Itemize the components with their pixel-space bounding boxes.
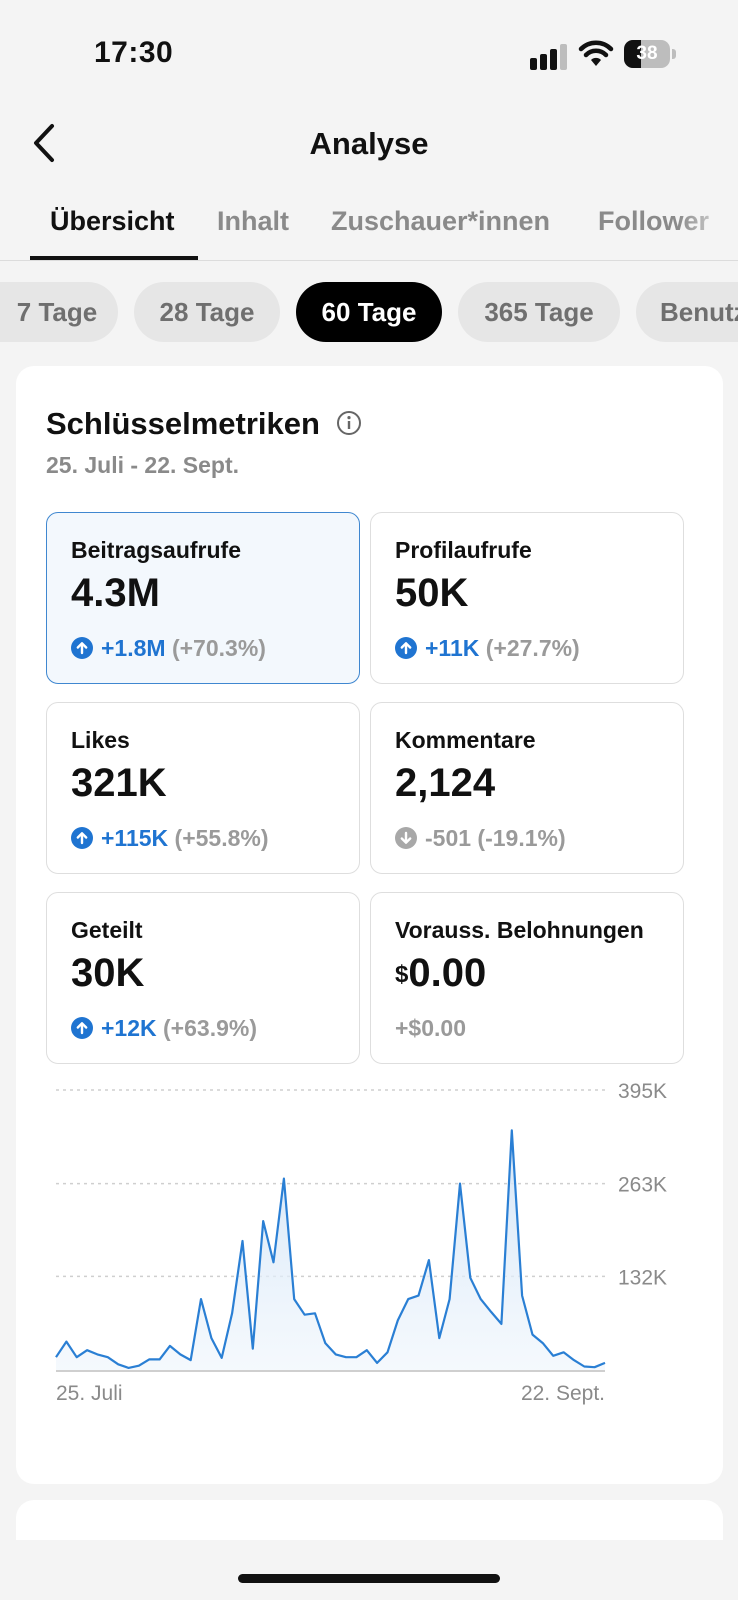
area-fill: [56, 1130, 605, 1370]
metric-value: 321K: [71, 761, 167, 805]
metric-delta: +11K: [425, 635, 480, 661]
arrow-up-circle-icon: [395, 637, 417, 659]
metric-label: Likes: [71, 727, 130, 753]
metric-card-kommentare[interactable]: Kommentare 2,124 -501 (-19.1%): [370, 702, 684, 874]
cellular-signal-icon: [530, 44, 567, 70]
metric-card-profilaufrufe[interactable]: Profilaufrufe 50K +11K (+27.7%): [370, 512, 684, 684]
series-line: [55, 1129, 606, 1369]
y-tick-label: 263K: [618, 1174, 667, 1197]
arrow-down-circle-icon: [395, 827, 417, 849]
metric-percent: (+27.7%): [485, 635, 580, 661]
metric-label: Beitragsaufrufe: [71, 537, 241, 563]
metric-value: 4.3M: [71, 571, 160, 615]
x-tick-label: 25. Juli: [56, 1382, 123, 1405]
chip-7-tage[interactable]: 7 Tage: [0, 282, 118, 342]
y-tick-label: 132K: [618, 1266, 667, 1289]
metric-value: 0.00: [408, 951, 487, 995]
tab-zuschauer[interactable]: Zuschauer*innen: [331, 206, 551, 236]
metric-percent: (+55.8%): [174, 825, 269, 851]
metric-label: Geteilt: [71, 917, 143, 943]
metric-card-belohnungen[interactable]: Vorauss. Belohnungen $0.00 +$0.00: [370, 892, 684, 1064]
metric-card-geteilt[interactable]: Geteilt 30K +12K (+63.9%): [46, 892, 360, 1064]
status-time: 17:30: [94, 36, 174, 69]
x-tick-label: 22. Sept.: [521, 1382, 605, 1405]
y-tick-label: 395K: [618, 1080, 667, 1103]
status-bar: 17:30 38: [0, 0, 738, 100]
wifi-icon: [578, 40, 614, 66]
metric-delta: +$0.00: [395, 1015, 466, 1041]
battery-percent: 38: [636, 43, 658, 64]
currency-symbol: $: [395, 961, 409, 988]
metric-delta: -501 (-19.1%): [425, 825, 566, 851]
battery-icon: 38: [624, 40, 676, 68]
metric-card-likes[interactable]: Likes 321K +115K (+55.8%): [46, 702, 360, 874]
chip-365-tage[interactable]: 365 Tage: [458, 282, 620, 342]
key-metrics-card: Schlüsselmetriken 25. Juli - 22. Sept. B…: [16, 366, 723, 1484]
date-range-chips: 7 Tage 28 Tage 60 Tage 365 Tage Benutzer…: [0, 280, 738, 344]
metric-label: Kommentare: [395, 727, 536, 753]
next-section-card: [16, 1500, 723, 1540]
home-indicator: [238, 1574, 500, 1583]
arrow-up-circle-icon: [71, 1017, 93, 1039]
metric-percent: (+63.9%): [163, 1015, 257, 1041]
metric-delta: +12K: [101, 1015, 157, 1041]
page-title: Analyse: [309, 126, 429, 161]
tab-inhalt[interactable]: Inhalt: [217, 206, 289, 236]
info-icon[interactable]: [336, 410, 362, 436]
metric-value: 2,124: [395, 761, 496, 805]
chip-60-tage[interactable]: 60 Tage: [296, 282, 442, 342]
chevron-left-icon[interactable]: [24, 118, 64, 168]
app-header: Analyse: [0, 100, 738, 188]
metric-card-beitragsaufrufe[interactable]: Beitragsaufrufe 4.3M +1.8M (+70.3%): [46, 512, 360, 684]
tab-uebersicht[interactable]: Übersicht: [50, 206, 175, 236]
active-tab-indicator: [30, 256, 198, 260]
metric-delta: +115K: [101, 825, 169, 851]
metric-percent: (+70.3%): [171, 635, 266, 661]
date-range-label: 25. Juli - 22. Sept.: [46, 452, 240, 478]
tab-bar: Übersicht Inhalt Zuschauer*innen Followe…: [0, 190, 738, 261]
metric-label: Profilaufrufe: [395, 537, 532, 563]
arrow-up-circle-icon: [71, 827, 93, 849]
views-area-chart: 132K 263K 395K 25. Juli 22. Sept.: [55, 1080, 667, 1405]
metric-value: 50K: [395, 571, 469, 615]
section-title: Schlüsselmetriken: [46, 406, 320, 441]
metric-value: 30K: [71, 951, 145, 995]
arrow-up-circle-icon: [71, 637, 93, 659]
metric-delta: +1.8M: [101, 635, 166, 661]
metric-label: Vorauss. Belohnungen: [395, 917, 644, 943]
chip-benutzerdefiniert[interactable]: Benutzerdefiniert: [636, 282, 738, 342]
chip-28-tage[interactable]: 28 Tage: [134, 282, 280, 342]
